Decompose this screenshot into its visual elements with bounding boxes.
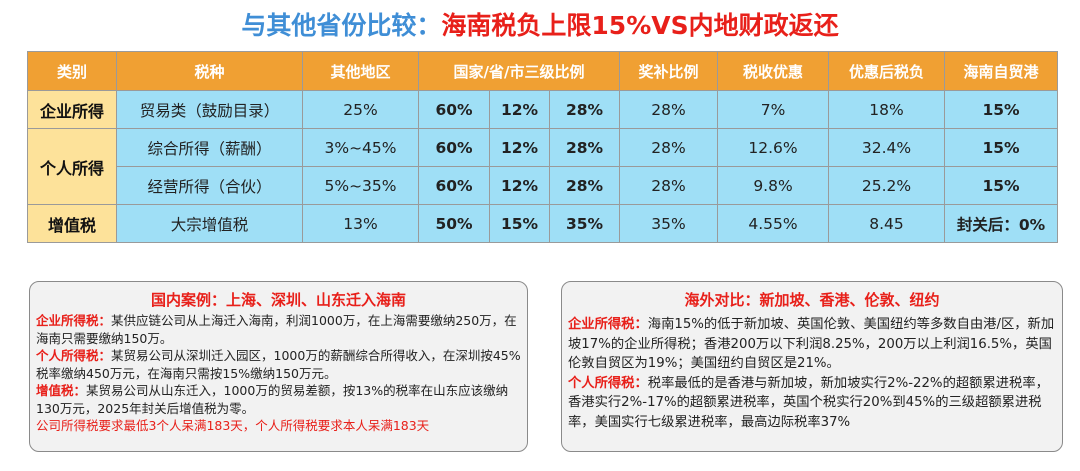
city-ratio-cell: 28% (548, 90, 621, 129)
category-cell: 增值税 (27, 204, 117, 243)
after-preference-cell: 25.2% (828, 166, 946, 205)
domestic-item: 个人所得税：某贸易公司从深圳迁入园区，1000万的薪酬综合所得收入，在深圳按45… (36, 347, 521, 382)
preference-cell: 7% (717, 90, 830, 129)
city-ratio-cell: 28% (548, 166, 621, 205)
header-category: 类别 (27, 51, 117, 91)
table-header-row: 类别 税种 其他地区 国家/省/市三级比例 奖补比例 税收优惠 优惠后税负 海南… (27, 51, 1059, 91)
national-ratio-cell: 50% (418, 204, 490, 243)
preference-cell: 12.6% (717, 128, 830, 167)
domestic-cases-box: 国内案例：上海、深圳、山东迁入海南 企业所得税：某供应链公司从上海迁入海南，利润… (29, 281, 528, 452)
page-title: 与其他省份比较：海南税负上限15%VS内地财政返还 (0, 6, 1080, 42)
overseas-comparison-title: 海外对比：新加坡、香港、伦敦、纽约 (684, 291, 940, 309)
item-text: 某供应链公司从上海迁入海南，利润1000万，在上海需要缴纳250万，在海南只需要… (36, 313, 517, 346)
national-ratio-cell: 60% (418, 128, 490, 167)
table-row: 企业所得 贸易类（鼓励目录） 25% 60% 12% 28% 28% 7% 18… (27, 90, 1059, 129)
provincial-ratio-cell: 12% (489, 128, 550, 167)
after-preference-cell: 8.45 (828, 204, 946, 243)
item-label: 增值税： (36, 383, 87, 398)
overseas-item: 企业所得税：海南15%的低于新加坡、英国伦敦、美国纽约等多数自由港/区，新加坡1… (568, 315, 1056, 374)
title-part1: 与其他省份比较： (241, 11, 442, 40)
city-ratio-cell: 28% (548, 128, 621, 167)
domestic-item: 增值税：某贸易公司从山东迁入，1000万的贸易差额，按13%的税率在山东应该缴纳… (36, 382, 521, 417)
provincial-ratio-cell: 12% (489, 90, 550, 129)
other-region-cell: 5%~35% (302, 166, 419, 205)
table-row: 个人所得 综合所得（薪酬） 3%~45% 60% 12% 28% 28% 12.… (27, 128, 1059, 205)
national-ratio-cell: 60% (418, 166, 490, 205)
header-tax-type: 税种 (116, 51, 303, 91)
other-region-cell: 3%~45% (302, 128, 419, 167)
item-text: 某贸易公司从深圳迁入园区，1000万的薪酬综合所得收入，在深圳按45%税率缴纳4… (36, 348, 521, 381)
item-label: 个人所得税： (568, 375, 648, 391)
header-three-level-ratio: 国家/省/市三级比例 (417, 51, 621, 91)
item-text: 税率最低的是香港与新加坡，新加坡实行2%-22%的超额累进税率，香港实行2%-1… (568, 375, 1049, 430)
other-region-cell: 25% (302, 90, 419, 129)
national-ratio-cell: 60% (418, 90, 490, 129)
title-part2: 海南税负上限15%VS内地财政返还 (441, 11, 839, 40)
item-label: 企业所得税： (568, 317, 648, 332)
overseas-item: 个人所得税：税率最低的是香港与新加坡，新加坡实行2%-22%的超额累进税率，香港… (568, 374, 1056, 433)
hainan-cell: 15% (944, 90, 1059, 129)
category-cell: 企业所得 (27, 90, 117, 129)
header-hainan-ftp: 海南自贸港 (944, 51, 1059, 91)
hainan-cell: 15% (944, 128, 1059, 167)
domestic-item: 企业所得税：某供应链公司从上海迁入海南，利润1000万，在上海需要缴纳250万，… (36, 312, 521, 347)
item-label: 企业所得税： (36, 313, 112, 328)
subsidy-cell: 28% (619, 128, 719, 167)
hainan-cell: 15% (944, 166, 1059, 205)
header-subsidy-ratio: 奖补比例 (619, 51, 719, 91)
tax-comparison-table: 类别 税种 其他地区 国家/省/市三级比例 奖补比例 税收优惠 优惠后税负 海南… (27, 51, 1059, 243)
subsidy-cell: 28% (619, 166, 719, 205)
provincial-ratio-cell: 12% (489, 166, 550, 205)
tax-type-cell: 综合所得（薪酬） (116, 128, 303, 167)
item-text: 海南15%的低于新加坡、英国伦敦、美国纽约等多数自由港/区，新加坡17%的企业所… (568, 317, 1055, 371)
hainan-cell: 封关后：0% (944, 204, 1059, 243)
tax-type-cell: 贸易类（鼓励目录） (116, 90, 303, 129)
preference-cell: 4.55% (717, 204, 830, 243)
after-preference-cell: 32.4% (828, 128, 946, 167)
after-preference-cell: 18% (828, 90, 946, 129)
table-row: 经营所得（合伙） 5%~35% 60% 12% 28% 28% 9.8% 25.… (28, 166, 1059, 205)
tax-type-cell: 大宗增值税 (116, 204, 303, 243)
table-row: 增值税 大宗增值税 13% 50% 15% 35% 35% 4.55% 8.45… (27, 204, 1059, 243)
subsidy-cell: 28% (619, 90, 719, 129)
preference-cell: 9.8% (717, 166, 830, 205)
header-other-regions: 其他地区 (302, 51, 419, 91)
residency-note: 公司所得税要求最低3个人呆满183天，个人所得税要求本人呆满183天 (36, 418, 430, 433)
provincial-ratio-cell: 15% (489, 204, 550, 243)
header-tax-preference: 税收优惠 (717, 51, 830, 91)
category-cell: 个人所得 (27, 128, 117, 205)
other-region-cell: 13% (302, 204, 419, 243)
item-text: 某贸易公司从山东迁入，1000万的贸易差额，按13%的税率在山东应该缴纳130万… (36, 383, 509, 416)
overseas-comparison-box: 海外对比：新加坡、香港、伦敦、纽约 企业所得税：海南15%的低于新加坡、英国伦敦… (561, 281, 1063, 452)
subsidy-cell: 35% (619, 204, 719, 243)
tax-type-cell: 经营所得（合伙） (116, 166, 303, 205)
item-label: 个人所得税： (36, 348, 112, 363)
header-after-preference: 优惠后税负 (828, 51, 946, 91)
domestic-cases-title: 国内案例：上海、深圳、山东迁入海南 (150, 291, 406, 309)
city-ratio-cell: 35% (548, 204, 621, 243)
